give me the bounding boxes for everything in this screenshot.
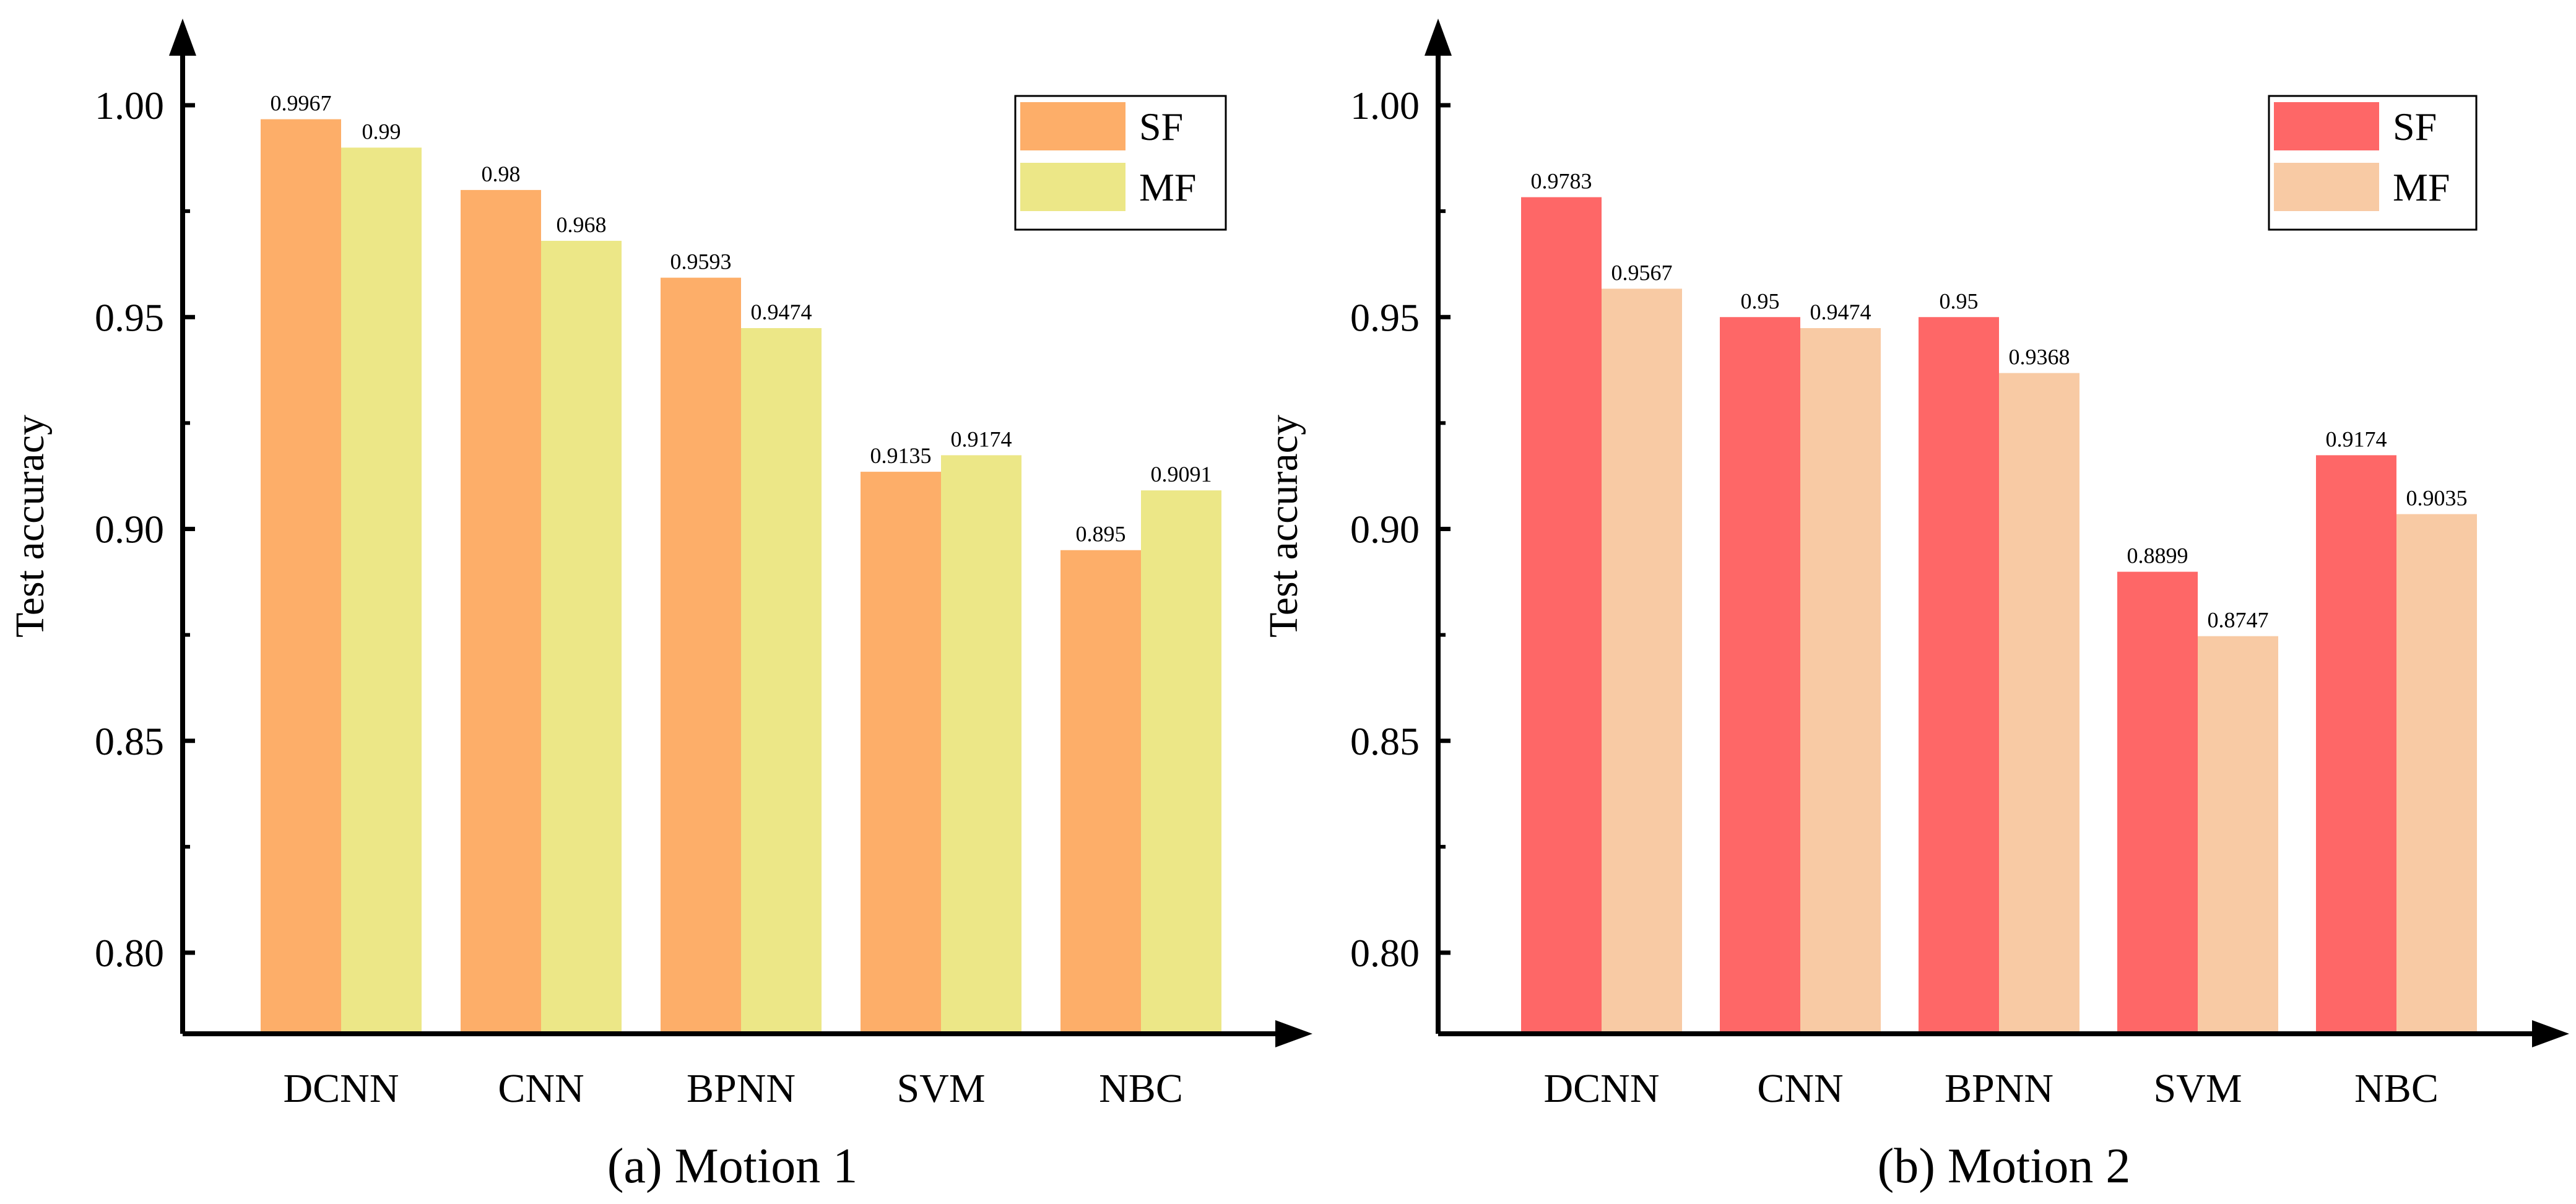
bar-mf-dcnn: [341, 147, 422, 1034]
legend: SF MF: [2268, 95, 2478, 231]
data-label-mf-bpnn: 0.9474: [751, 300, 812, 324]
bar-sf-cnn: [461, 189, 541, 1034]
x-tick-label-dcnn: DCNN: [283, 1066, 399, 1111]
x-tick-label-cnn: CNN: [1757, 1066, 1843, 1111]
x-axis-arrow: [2532, 1020, 2569, 1047]
y-axis-title: Test accuracy: [1261, 415, 1306, 638]
data-label-mf-dcnn: 0.9567: [1611, 260, 1673, 285]
data-label-mf-bpnn: 0.9368: [2009, 345, 2070, 370]
bar-sf-svm: [861, 472, 941, 1034]
legend-label-mf: MF: [1139, 165, 1197, 209]
y-tick-label: 0.95: [1350, 295, 1420, 339]
legend: SF MF: [1014, 95, 1227, 231]
legend-swatch-mf: [1020, 163, 1125, 211]
data-label-sf-dcnn: 0.9967: [271, 91, 332, 116]
x-tick-label-svm: SVM: [2153, 1066, 2242, 1111]
bar-mf-nbc: [1141, 490, 1221, 1034]
data-label-sf-cnn: 0.98: [482, 162, 521, 186]
x-axis-arrow: [1275, 1020, 1312, 1047]
data-label-mf-nbc: 0.9035: [2406, 486, 2468, 511]
data-label-mf-dcnn: 0.99: [362, 119, 401, 144]
data-label-sf-nbc: 0.9174: [2326, 427, 2387, 451]
bar-sf-bpnn: [1919, 317, 1999, 1034]
legend-label-sf: SF: [2393, 105, 2437, 149]
data-label-sf-cnn: 0.95: [1741, 288, 1780, 313]
x-tick-label-bpnn: BPNN: [1945, 1066, 2053, 1111]
x-tick-label-nbc: NBC: [2354, 1066, 2439, 1111]
bar-sf-nbc: [1060, 550, 1141, 1034]
bar-sf-bpnn: [661, 277, 741, 1034]
data-label-sf-bpnn: 0.9593: [670, 249, 732, 274]
y-tick-label: 0.90: [95, 508, 164, 552]
y-axis-arrow: [1425, 19, 1452, 56]
data-label-sf-svm: 0.9135: [870, 443, 932, 468]
legend-frame: [1014, 95, 1227, 231]
bar-sf-dcnn: [1521, 197, 1602, 1034]
legend-swatch-mf: [2274, 163, 2379, 211]
y-axis-arrow: [169, 19, 196, 56]
panel-caption: (a) Motion 1: [607, 1139, 857, 1193]
x-tick-label-bpnn: BPNN: [687, 1066, 796, 1111]
bar-mf-cnn: [541, 241, 622, 1034]
bar-mf-svm: [941, 455, 1021, 1034]
bar-sf-svm: [2117, 571, 2198, 1034]
y-tick-label: 1.00: [1350, 84, 1420, 128]
legend-label-mf: MF: [2393, 165, 2450, 209]
data-label-mf-cnn: 0.9474: [1810, 300, 1871, 324]
bar-mf-dcnn: [1602, 288, 1682, 1034]
data-label-mf-cnn: 0.968: [557, 212, 607, 237]
bar-sf-cnn: [1720, 317, 1800, 1034]
bar-mf-bpnn: [1999, 373, 2079, 1034]
legend-label-sf: SF: [1139, 105, 1183, 149]
y-axis-title: Test accuracy: [7, 415, 53, 638]
data-label-sf-nbc: 0.895: [1076, 522, 1126, 547]
y-tick-label: 0.80: [1350, 931, 1420, 975]
bar-sf-dcnn: [261, 119, 341, 1034]
x-tick-label-svm: SVM: [896, 1066, 985, 1111]
panel-motion-1: 0.9967 0.99 DCNN 0.98 0.968 CNN 0.9593 0.9474 BP…: [7, 19, 1312, 1193]
data-label-sf-svm: 0.8899: [2127, 544, 2188, 568]
data-label-sf-dcnn: 0.9783: [1531, 169, 1592, 194]
data-label-mf-svm: 0.8747: [2208, 608, 2269, 633]
y-tick-label: 0.85: [1350, 719, 1420, 763]
data-label-mf-nbc: 0.9091: [1151, 462, 1212, 487]
bar-mf-bpnn: [741, 328, 822, 1034]
bar-mf-cnn: [1800, 328, 1881, 1034]
legend-frame: [2268, 95, 2478, 231]
y-tick-label: 0.95: [95, 295, 164, 339]
x-tick-label-dcnn: DCNN: [1543, 1066, 1659, 1111]
x-tick-label-nbc: NBC: [1099, 1066, 1183, 1111]
panel-caption: (b) Motion 2: [1878, 1139, 2131, 1193]
bar-mf-nbc: [2396, 514, 2477, 1034]
y-tick-label: 0.80: [95, 931, 164, 975]
bar-sf-nbc: [2316, 455, 2396, 1034]
legend-swatch-sf: [1020, 102, 1125, 150]
bar-mf-svm: [2198, 636, 2278, 1034]
y-tick-label: 0.85: [95, 719, 164, 763]
data-label-mf-svm: 0.9174: [951, 427, 1012, 451]
legend-swatch-sf: [2274, 102, 2379, 150]
y-tick-label: 0.90: [1350, 508, 1420, 552]
y-tick-label: 1.00: [95, 84, 164, 128]
x-tick-label-cnn: CNN: [498, 1066, 584, 1111]
panel-motion-2: 0.9783 0.9567 DCNN 0.95 0.9474 CNN 0.95 0.9368 B…: [1261, 19, 2569, 1193]
data-label-sf-bpnn: 0.95: [1940, 288, 1979, 313]
